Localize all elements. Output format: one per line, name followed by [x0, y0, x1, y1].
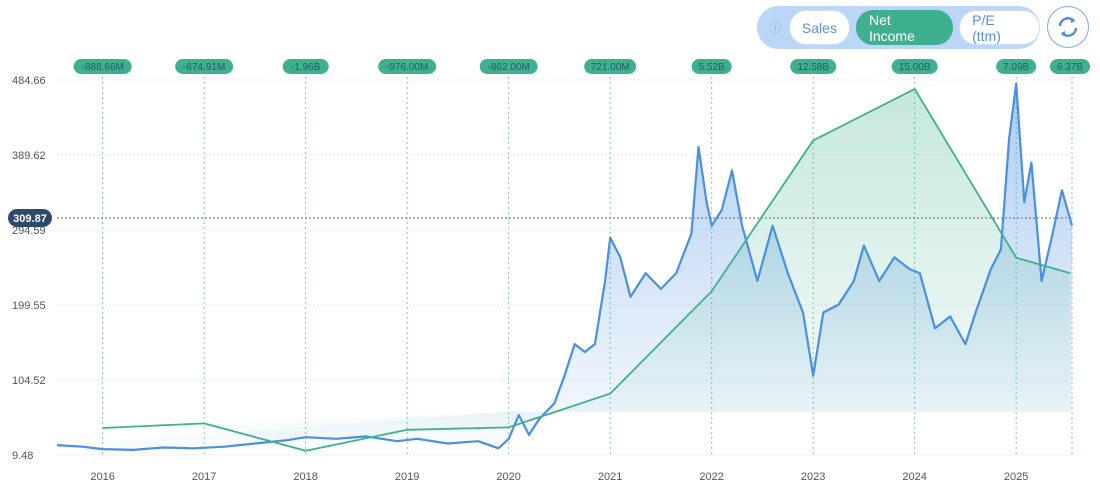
income-label-badge — [584, 59, 637, 74]
current-price-label: 309.87 — [13, 213, 47, 225]
income-label: 7.09B — [1003, 62, 1029, 73]
income-label-badge — [790, 59, 837, 74]
x-tick-label: 2017 — [192, 471, 216, 483]
income-label: 12.58B — [797, 62, 829, 73]
y-tick-label: 389.62 — [12, 150, 46, 162]
income-label: 5.52B — [699, 62, 725, 73]
refresh-button[interactable] — [1047, 6, 1089, 48]
x-tick-label: 2022 — [699, 471, 723, 483]
income-label-badge — [175, 59, 234, 74]
income-label-badge — [996, 59, 1037, 74]
income-label: 15.00B — [899, 62, 931, 73]
x-tick-label: 2021 — [598, 471, 622, 483]
refresh-icon — [1058, 17, 1078, 37]
y-tick-label: 9.48 — [12, 450, 33, 462]
income-label-badge — [891, 59, 938, 74]
info-icon[interactable]: ⓘ — [769, 21, 782, 35]
income-label-badge — [691, 59, 732, 74]
y-tick-label: 484.66 — [12, 75, 46, 87]
income-label-badge — [479, 59, 538, 74]
x-tick-label: 2016 — [90, 471, 114, 483]
income-label: -888.66M — [82, 62, 124, 73]
income-label-badge — [1049, 59, 1090, 74]
income-area — [102, 88, 1070, 451]
income-label-badge — [282, 59, 329, 74]
current-price-badge — [8, 208, 52, 227]
sales-button[interactable]: Sales — [788, 10, 850, 45]
income-label: 721.00M — [591, 62, 630, 73]
income-line — [102, 87, 1071, 452]
income-label: -1.96B — [291, 62, 321, 73]
price-line — [56, 82, 1074, 451]
y-tick-label: 199.55 — [12, 300, 46, 312]
pe-ttm-button[interactable]: P/E (ttm) — [959, 10, 1040, 45]
x-tick-label: 2018 — [293, 471, 317, 483]
y-tick-label: 294.59 — [12, 225, 46, 237]
x-tick-label: 2025 — [1004, 471, 1028, 483]
x-tick-label: 2020 — [496, 471, 520, 483]
income-label-badge — [378, 59, 437, 74]
x-tick-label: 2023 — [801, 471, 825, 483]
x-tick-label: 2019 — [395, 471, 419, 483]
income-label: -862.00M — [488, 62, 530, 73]
metric-toggle-group: ⓘ Sales Net Income P/E (ttm) — [757, 6, 1040, 49]
income-label: -976.00M — [386, 62, 428, 73]
x-tick-label: 2024 — [902, 471, 926, 483]
income-label: 6.37B — [1057, 62, 1083, 73]
income-label: -674.91M — [183, 62, 225, 73]
income-label-badge — [73, 59, 132, 74]
net-income-button[interactable]: Net Income — [855, 10, 954, 45]
y-tick-label: 104.52 — [12, 375, 46, 387]
